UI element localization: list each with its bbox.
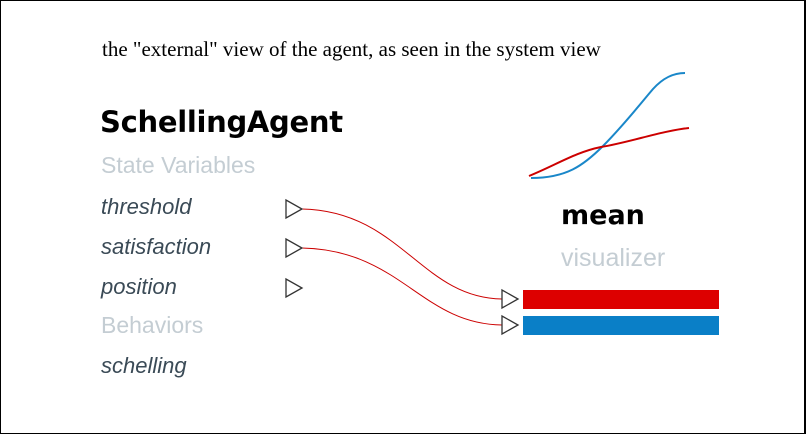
visualizer-type: visualizer [561,244,666,272]
behavior-schelling[interactable]: schelling [101,353,187,378]
visualizer-name: mean [561,200,645,231]
output-port-satisfaction-icon[interactable] [285,237,304,259]
state-variables-heading: State Variables [101,152,256,178]
sparkline-red-line [528,127,690,177]
caption: the "external" view of the agent, as see… [102,37,601,61]
state-variable-position[interactable]: position [101,274,177,299]
visualizer-input-bar-red[interactable] [523,290,719,309]
sparkline-blue-line [530,72,686,179]
output-port-threshold-icon[interactable] [285,198,304,220]
connection-satisfaction-to-mean [301,247,503,326]
agent-name: SchellingAgent [100,105,343,139]
visualizer-input-bar-blue[interactable] [523,316,719,335]
output-port-position-icon[interactable] [285,277,304,299]
sparkline-preview [528,72,690,179]
state-variable-satisfaction[interactable]: satisfaction [101,234,212,259]
state-variable-threshold[interactable]: threshold [101,194,192,219]
input-port-red-icon[interactable] [501,288,520,310]
input-port-blue-icon[interactable] [501,314,520,336]
behaviors-heading: Behaviors [101,312,204,338]
connection-threshold-to-mean [301,208,503,300]
